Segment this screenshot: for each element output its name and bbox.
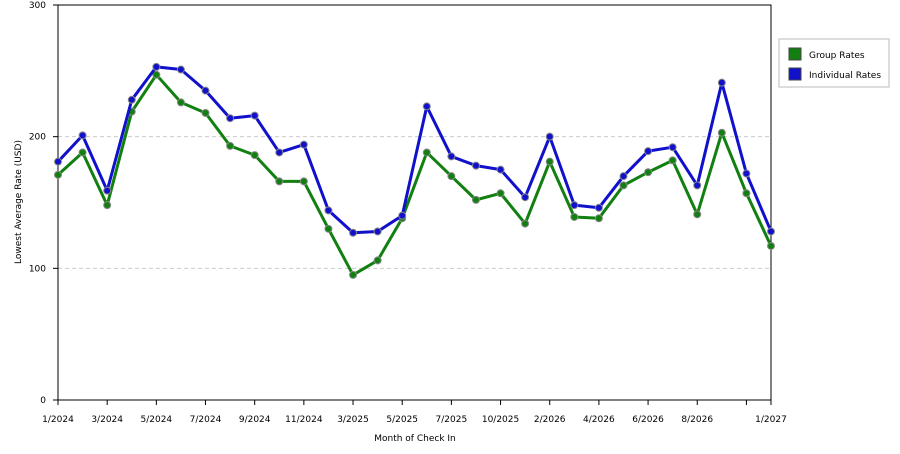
point bbox=[471, 195, 480, 204]
point bbox=[521, 219, 530, 228]
y-axis-label: Lowest Average Rate (USD) bbox=[14, 140, 24, 264]
plot-frame bbox=[57, 4, 772, 401]
x-tick-label: 11/2024 bbox=[285, 415, 323, 425]
point bbox=[201, 108, 210, 117]
point bbox=[644, 168, 653, 177]
point bbox=[176, 65, 185, 74]
x-tick-label: 9/2024 bbox=[239, 415, 271, 425]
point bbox=[54, 157, 62, 166]
point bbox=[619, 172, 628, 181]
point bbox=[78, 131, 87, 140]
point bbox=[668, 143, 677, 152]
point bbox=[103, 201, 112, 210]
y-tick-label: 300 bbox=[29, 1, 46, 11]
x-tick-label: 10/2025 bbox=[482, 415, 519, 425]
point bbox=[226, 141, 235, 150]
x-tick-label: 5/2025 bbox=[386, 415, 418, 425]
y-tick-label: 0 bbox=[40, 396, 46, 406]
point bbox=[78, 148, 87, 157]
point bbox=[471, 161, 480, 170]
point bbox=[693, 210, 702, 219]
point bbox=[496, 165, 505, 174]
x-tick-label: 6/2026 bbox=[632, 415, 664, 425]
point bbox=[422, 102, 431, 111]
point bbox=[717, 78, 726, 87]
legend-label: Group Rates bbox=[809, 51, 865, 61]
point bbox=[545, 157, 554, 166]
point bbox=[275, 148, 284, 157]
point bbox=[742, 189, 751, 198]
x-tick-label: 1/2027 bbox=[755, 415, 787, 425]
point bbox=[349, 270, 358, 279]
series-line bbox=[56, 65, 773, 235]
y-tick-label: 100 bbox=[29, 264, 46, 274]
point bbox=[447, 172, 456, 181]
point bbox=[447, 152, 456, 161]
point bbox=[521, 193, 530, 202]
point bbox=[373, 256, 382, 265]
point bbox=[250, 111, 259, 120]
x-tick-label: 7/2024 bbox=[190, 415, 222, 425]
x-tick-label: 2/2026 bbox=[534, 415, 566, 425]
point bbox=[594, 203, 603, 212]
point bbox=[54, 170, 62, 179]
legend-label: Individual Rates bbox=[809, 71, 881, 81]
legend-swatch bbox=[788, 67, 802, 81]
x-tick-label: 1/2024 bbox=[42, 415, 74, 425]
point bbox=[373, 227, 382, 236]
point bbox=[152, 62, 161, 71]
point bbox=[324, 206, 333, 215]
point bbox=[570, 201, 579, 210]
point bbox=[250, 151, 259, 160]
point bbox=[644, 147, 653, 156]
point bbox=[742, 169, 751, 178]
legend-swatch bbox=[788, 47, 802, 61]
point bbox=[201, 86, 210, 95]
point bbox=[398, 211, 407, 220]
point bbox=[324, 224, 333, 233]
point bbox=[668, 156, 677, 165]
point bbox=[717, 128, 726, 137]
x-tick-label: 4/2026 bbox=[583, 415, 615, 425]
point bbox=[619, 181, 628, 190]
series-line bbox=[56, 73, 773, 277]
point bbox=[570, 212, 579, 221]
point bbox=[226, 114, 235, 123]
x-tick-label: 5/2024 bbox=[141, 415, 173, 425]
point bbox=[299, 177, 308, 186]
x-tick-label: 8/2026 bbox=[681, 415, 713, 425]
point bbox=[594, 214, 603, 223]
point bbox=[496, 189, 505, 198]
point bbox=[767, 241, 775, 250]
point bbox=[176, 98, 185, 107]
point bbox=[422, 148, 431, 157]
point bbox=[275, 177, 284, 186]
point bbox=[103, 186, 112, 195]
point bbox=[545, 132, 554, 141]
point bbox=[152, 70, 161, 79]
x-axis-label: Month of Check In bbox=[374, 434, 456, 444]
point bbox=[299, 140, 308, 149]
x-tick-label: 3/2024 bbox=[91, 415, 123, 425]
point bbox=[767, 227, 775, 236]
point bbox=[693, 181, 702, 190]
y-tick-label: 200 bbox=[29, 133, 46, 143]
x-tick-label: 7/2025 bbox=[436, 415, 468, 425]
point bbox=[127, 95, 136, 104]
x-tick-label: 3/2025 bbox=[337, 415, 369, 425]
point bbox=[349, 228, 358, 237]
